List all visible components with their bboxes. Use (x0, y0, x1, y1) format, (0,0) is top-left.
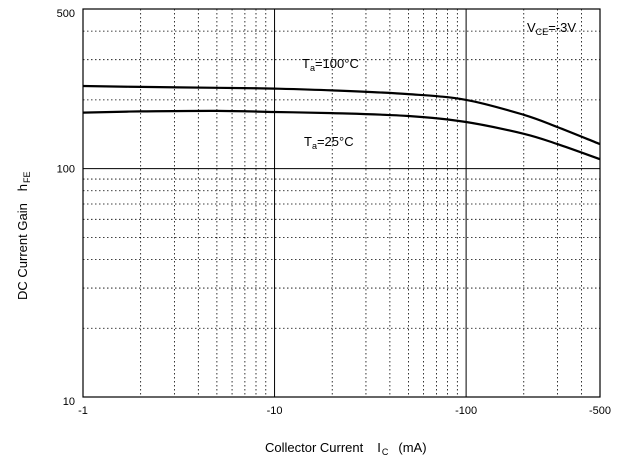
y-tick-label: 500 (57, 8, 75, 20)
x-tick-label: -500 (589, 405, 611, 417)
series-line (82, 109, 601, 161)
series-line (82, 84, 601, 146)
x-tick-label: -1 (78, 405, 88, 417)
annotations: VCE=-3V Ta=100°C Ta=25°C (302, 20, 576, 151)
plot-frame (82, 8, 601, 398)
y-tick-labels: 500 100 10 (57, 8, 75, 408)
condition-label: VCE=-3V (527, 20, 576, 37)
x-tick-label: -10 (267, 405, 283, 417)
y-tick-label: 100 (57, 164, 75, 176)
y-tick-label: 10 (63, 396, 75, 408)
series-label: Ta=100°C (302, 56, 359, 73)
axis-titles: Collector Current IC (mA) DC Current GainhF… (15, 171, 427, 457)
minor-gridlines (83, 9, 600, 397)
major-gridlines (83, 9, 600, 397)
y-axis-title: DC Current GainhFE (15, 171, 32, 300)
series-curves (82, 84, 601, 161)
x-tick-label: -100 (455, 405, 477, 417)
x-tick-labels: -1 -10 -100 -500 (78, 405, 611, 417)
x-axis-title: Collector Current IC (mA) (265, 440, 427, 457)
series-label: Ta=25°C (304, 134, 354, 151)
